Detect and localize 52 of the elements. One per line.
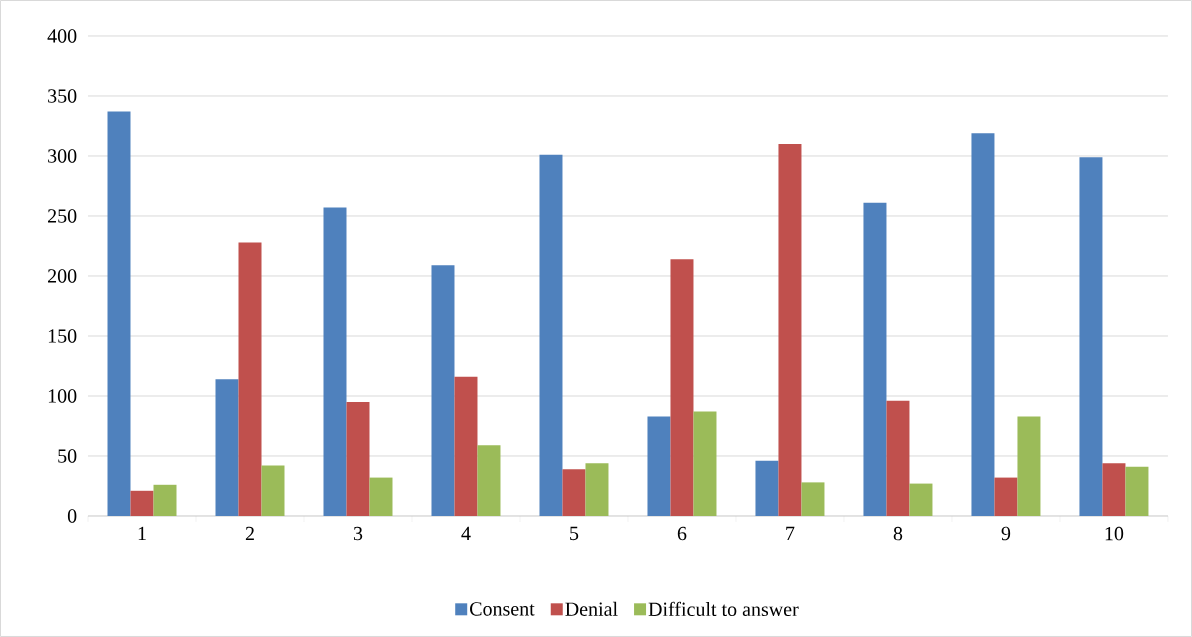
bar — [153, 484, 177, 516]
bar — [477, 445, 501, 516]
bar — [1079, 157, 1103, 516]
bar — [238, 242, 262, 516]
y-tick-label: 150 — [48, 329, 77, 343]
bar — [346, 401, 370, 516]
bar — [693, 411, 717, 516]
legend-label: Difficult to answer — [648, 601, 799, 617]
bar — [431, 265, 455, 516]
bar — [215, 379, 239, 516]
x-tick-label: 6 — [677, 526, 687, 541]
y-tick-label: 50 — [58, 449, 77, 463]
bar — [971, 133, 995, 516]
x-tick-label: 5 — [570, 526, 579, 541]
bar — [1125, 466, 1149, 516]
bar — [369, 477, 393, 516]
bar — [1102, 463, 1126, 516]
x-tick-label: 4 — [461, 526, 471, 541]
y-tick-label: 200 — [48, 269, 77, 283]
bar — [323, 207, 347, 516]
bar — [801, 482, 825, 516]
y-tick-label: 0 — [67, 509, 77, 523]
bar — [562, 469, 586, 516]
y-tick-label: 100 — [48, 389, 77, 403]
bar — [755, 460, 779, 516]
bar — [994, 477, 1018, 516]
x-tick-label: 8 — [893, 526, 903, 541]
y-tick-label: 300 — [48, 149, 77, 163]
x-tick-label: 1 — [138, 526, 146, 541]
bar — [886, 400, 910, 516]
x-tick-label: 2 — [245, 526, 254, 541]
bar — [585, 463, 609, 516]
x-tick-label: 3 — [353, 526, 363, 541]
y-tick-label: 250 — [48, 209, 77, 223]
y-tick-label: 400 — [47, 29, 77, 43]
bar — [261, 465, 285, 516]
x-tick-label: 9 — [1001, 526, 1011, 541]
bar — [454, 376, 478, 516]
bar — [647, 416, 671, 516]
bar — [130, 490, 154, 516]
legend-label: Consent — [470, 602, 535, 616]
bar — [670, 259, 694, 516]
bar — [863, 202, 887, 516]
bar — [778, 143, 802, 516]
x-tick-label: 7 — [786, 526, 795, 540]
bar — [1017, 416, 1041, 516]
y-tick-label: 350 — [48, 89, 77, 103]
legend-label: Denial — [565, 601, 618, 616]
bar — [107, 111, 131, 516]
x-tick-label: 10 — [1105, 526, 1124, 541]
bar — [539, 154, 563, 516]
bar — [909, 483, 933, 516]
